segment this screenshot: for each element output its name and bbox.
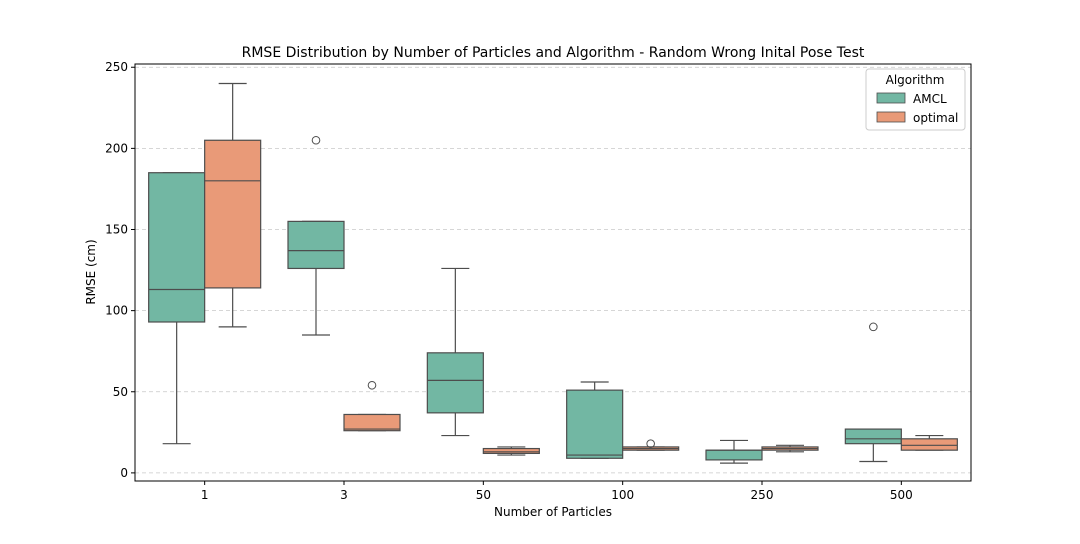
box-group-amcl: [705, 439, 763, 464]
outlier-point: [367, 380, 377, 390]
axis-layer: 0 50 100 150 200 250 1 3 50 100 250 500: [105, 60, 913, 502]
legend-swatch-amcl: [876, 92, 906, 104]
x-tick-label: 1: [201, 488, 209, 502]
grid-layer: [135, 66, 971, 474]
box-group-optimal: [204, 82, 262, 328]
y-tick-label: 50: [113, 385, 128, 399]
box-group-optimal: [482, 446, 540, 456]
legend: Algorithm AMCL optimal: [865, 68, 966, 131]
box-optimal: [204, 139, 262, 289]
y-tick-label: 0: [120, 466, 128, 480]
box-amcl: [705, 449, 763, 461]
legend-swatch-optimal: [876, 111, 906, 123]
box-amcl: [566, 389, 624, 459]
box-amcl: [844, 428, 902, 445]
box-group-optimal: [761, 444, 819, 453]
box-amcl: [426, 352, 484, 414]
x-tick-label: 100: [611, 488, 634, 502]
box-group-amcl: [844, 322, 902, 463]
x-tick-label: 3: [340, 488, 348, 502]
outlier-point: [646, 439, 655, 448]
box-group-amcl: [287, 135, 345, 336]
box-optimal: [343, 413, 401, 432]
x-axis-label: Number of Particles: [494, 505, 612, 519]
box-group-amcl: [566, 381, 624, 459]
plot-frame: [134, 63, 972, 482]
box-group-amcl: [148, 172, 206, 445]
box-group-optimal: [622, 439, 680, 451]
x-tick-label: 50: [476, 488, 491, 502]
y-tick-label: 250: [105, 60, 128, 74]
box-layer: [148, 82, 958, 464]
box-group-optimal: [900, 434, 958, 451]
chart-title: RMSE Distribution by Number of Particles…: [242, 45, 865, 61]
y-tick-label: 150: [105, 223, 128, 237]
x-tick-label: 500: [890, 488, 913, 502]
box-group-amcl: [426, 267, 484, 437]
box-amcl: [148, 172, 206, 323]
legend-title: Algorithm: [886, 73, 945, 87]
box-optimal: [482, 447, 540, 455]
y-axis-label: RMSE (cm): [84, 239, 98, 304]
outlier-point: [869, 322, 878, 332]
x-tick-label: 250: [751, 488, 774, 502]
outlier-point: [311, 135, 321, 145]
box-optimal: [900, 438, 958, 451]
box-amcl: [287, 220, 345, 270]
box-group-optimal: [343, 380, 401, 432]
legend-label-optimal: optimal: [913, 111, 958, 125]
y-tick-label: 200: [105, 141, 128, 155]
legend-label-amcl: AMCL: [913, 92, 947, 106]
y-tick-label: 100: [105, 304, 128, 318]
